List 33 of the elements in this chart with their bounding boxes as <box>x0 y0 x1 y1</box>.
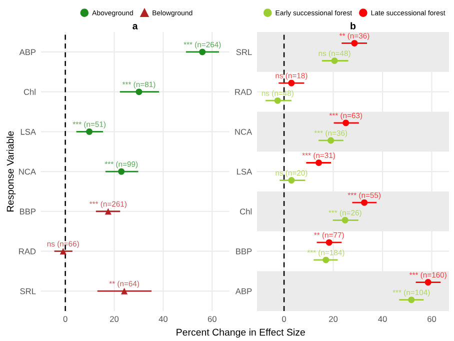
point <box>104 208 112 215</box>
point <box>121 288 128 294</box>
y-tick-label: Chl <box>24 88 36 95</box>
point <box>118 168 125 175</box>
y-tick-label: LSA <box>237 168 252 175</box>
point <box>136 88 142 96</box>
y-tick-label: SRL <box>236 49 252 56</box>
point <box>86 128 93 135</box>
x-tick-label: 60 <box>208 316 216 322</box>
y-tick-label: RAD <box>19 248 36 254</box>
y-tick-label: NCA <box>235 128 252 135</box>
y-tick-label: SRL <box>20 288 36 294</box>
point <box>60 248 66 254</box>
y-tick-label: NCA <box>19 168 36 175</box>
y-tick-label: LSA <box>20 128 36 135</box>
x-tick-label: 20 <box>110 316 119 322</box>
x-tick-label: 40 <box>378 316 387 322</box>
y-tick-label: BBP <box>236 248 252 254</box>
x-tick-label: 40 <box>158 316 168 322</box>
chart-title: b <box>350 22 356 30</box>
y-tick-label: BBP <box>20 208 36 214</box>
y-tick-label: ABP <box>235 288 252 294</box>
y-axis-title: Response Variable <box>6 131 16 212</box>
x-tick-label: 60 <box>428 316 436 322</box>
y-tick-label: Chl <box>240 208 252 214</box>
chart-title: a <box>132 24 138 30</box>
x-axis-title: Percent Change in Effect Size <box>176 328 305 338</box>
x-tick-label: 20 <box>329 316 338 322</box>
x-tick-label: 0 <box>63 316 68 322</box>
y-tick-label: ABP <box>19 49 36 55</box>
x-tick-label: 0 <box>282 316 286 322</box>
point <box>199 48 206 56</box>
y-tick-label: RAD <box>235 89 252 95</box>
